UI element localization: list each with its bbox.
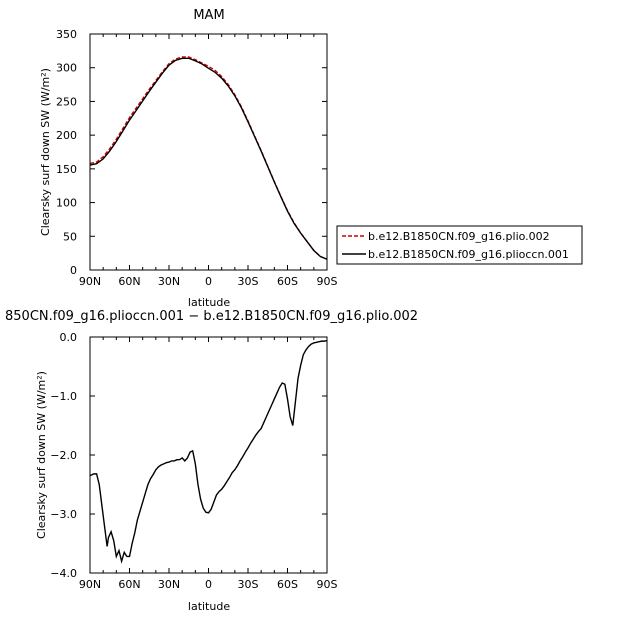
bottom-panel: 850CN.f09_g16.plioccn.001 − b.e12.B1850C… bbox=[5, 309, 418, 613]
top-x-tick-label: 30S bbox=[238, 275, 259, 288]
bottom-tick-group: 90N 60N 30N 0 30S 60S 90S −4.0 −3.0 −2.0 −1.0 0.0 bbox=[50, 331, 337, 591]
top-chart-title: MAM bbox=[193, 8, 224, 23]
top-plot-frame bbox=[89, 33, 328, 271]
top-x-tick-label: 90N bbox=[79, 275, 101, 288]
top-y-tick-label: 250 bbox=[56, 95, 77, 108]
top-series-group bbox=[89, 56, 328, 260]
bottom-y-tick-label: −4.0 bbox=[50, 567, 77, 580]
bottom-x-tick-label: 0 bbox=[205, 578, 212, 591]
legend: b.e12.B1850CN.f09_g16.plio.002 b.e12.B18… bbox=[336, 225, 583, 265]
bottom-y-tick-label: −3.0 bbox=[50, 508, 77, 521]
top-y-tick-label: 100 bbox=[56, 197, 77, 210]
top-y-tick-label: 0 bbox=[70, 264, 77, 277]
bottom-x-tick-label: 60N bbox=[118, 578, 140, 591]
bottom-x-tick-label: 90S bbox=[317, 578, 338, 591]
bottom-y-axis-label: Clearsky surf down SW (W/m²) bbox=[35, 371, 48, 539]
bottom-x-tick-label: 90N bbox=[79, 578, 101, 591]
top-y-tick-label: 200 bbox=[56, 129, 77, 142]
bottom-y-tick-label: −1.0 bbox=[50, 390, 77, 403]
bottom-y-tick-label: 0.0 bbox=[60, 331, 78, 344]
top-series-line-1 bbox=[89, 57, 328, 260]
bottom-series-group bbox=[89, 339, 328, 564]
bottom-y-tick-label: −2.0 bbox=[50, 449, 77, 462]
legend-box bbox=[336, 225, 583, 265]
top-x-axis-label: latitude bbox=[188, 296, 230, 309]
legend-label-plioccn: b.e12.B1850CN.f09_g16.plioccn.001 bbox=[368, 248, 569, 261]
bottom-chart-title: 850CN.f09_g16.plioccn.001 − b.e12.B1850C… bbox=[5, 309, 418, 324]
bottom-x-tick-label: 30S bbox=[238, 578, 259, 591]
top-tick-group: 90N 60N 30N 0 30S 60S 90S 0 50 100 150 200 250 300 350 bbox=[56, 28, 338, 288]
top-x-tick-label: 60S bbox=[277, 275, 298, 288]
top-y-tick-label: 350 bbox=[56, 28, 77, 41]
bottom-x-tick-label: 30N bbox=[158, 578, 180, 591]
top-panel: MAM Clearsky surf down SW (W/m²) latitud… bbox=[39, 8, 338, 309]
legend-label-plio: b.e12.B1850CN.f09_g16.plio.002 bbox=[368, 230, 550, 243]
top-x-tick-label: 90S bbox=[317, 275, 338, 288]
top-y-axis-label: Clearsky surf down SW (W/m²) bbox=[39, 68, 52, 236]
top-series-line-0 bbox=[89, 56, 328, 260]
top-x-tick-label: 0 bbox=[205, 275, 212, 288]
top-y-tick-label: 300 bbox=[56, 62, 77, 75]
bottom-x-axis-label: latitude bbox=[188, 600, 230, 613]
bottom-series-line-0 bbox=[89, 339, 328, 564]
top-y-tick-label: 50 bbox=[63, 230, 77, 243]
bottom-x-tick-label: 60S bbox=[277, 578, 298, 591]
bottom-plot-frame bbox=[89, 336, 328, 574]
top-x-tick-label: 60N bbox=[118, 275, 140, 288]
top-y-tick-label: 150 bbox=[56, 163, 77, 176]
top-x-tick-label: 30N bbox=[158, 275, 180, 288]
